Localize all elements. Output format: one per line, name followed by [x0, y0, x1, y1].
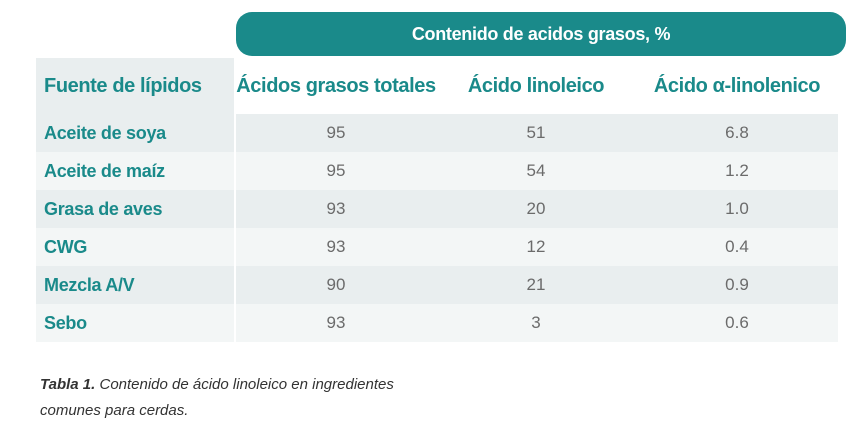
row-label: Mezcla A/V: [36, 266, 234, 304]
row-label: Grasa de aves: [36, 190, 234, 228]
row-label: Aceite de maíz: [36, 152, 234, 190]
table-cell: 95: [234, 114, 436, 152]
table-cell: 51: [436, 114, 636, 152]
row-label: Aceite de soya: [36, 114, 234, 152]
table-cell: 90: [234, 266, 436, 304]
table-row: Sebo 93 3 0.6: [36, 304, 838, 342]
table-cell: 20: [436, 190, 636, 228]
column-header-alpha-linolenic: Ácido α-linolenico: [636, 58, 838, 114]
table-cell: 93: [234, 304, 436, 342]
table-cell: 93: [234, 190, 436, 228]
caption-label: Tabla 1.: [40, 376, 96, 393]
row-label: Sebo: [36, 304, 234, 342]
caption-text: Contenido de ácido linoleico en ingredie…: [40, 376, 394, 419]
table-cell: 93: [234, 228, 436, 266]
column-header-linoleic: Ácido linoleico: [436, 58, 636, 114]
table-cell: 0.6: [636, 304, 838, 342]
column-header-source: Fuente de lípidos: [36, 58, 234, 114]
table-caption: Tabla 1. Contenido de ácido linoleico en…: [40, 372, 400, 424]
table-cell: 0.9: [636, 266, 838, 304]
table-row: Mezcla A/V 90 21 0.9: [36, 266, 838, 304]
table-row: Aceite de maíz 95 54 1.2: [36, 152, 838, 190]
table-header-row: Fuente de lípidos Ácidos grasos totales …: [36, 58, 838, 114]
table-cell: 1.0: [636, 190, 838, 228]
table-grid: Fuente de lípidos Ácidos grasos totales …: [36, 58, 838, 342]
table-cell: 6.8: [636, 114, 838, 152]
table-row: Aceite de soya 95 51 6.8: [36, 114, 838, 152]
table-cell: 1.2: [636, 152, 838, 190]
table-cell: 95: [234, 152, 436, 190]
table-cell: 54: [436, 152, 636, 190]
table-row: Grasa de aves 93 20 1.0: [36, 190, 838, 228]
table-cell: 3: [436, 304, 636, 342]
table-group-header: Contenido de acidos grasos, %: [236, 12, 846, 56]
table-cell: 21: [436, 266, 636, 304]
column-header-total-fatty-acids: Ácidos grasos totales: [234, 58, 436, 114]
table-cell: 12: [436, 228, 636, 266]
table-row: CWG 93 12 0.4: [36, 228, 838, 266]
table-cell: 0.4: [636, 228, 838, 266]
row-label: CWG: [36, 228, 234, 266]
